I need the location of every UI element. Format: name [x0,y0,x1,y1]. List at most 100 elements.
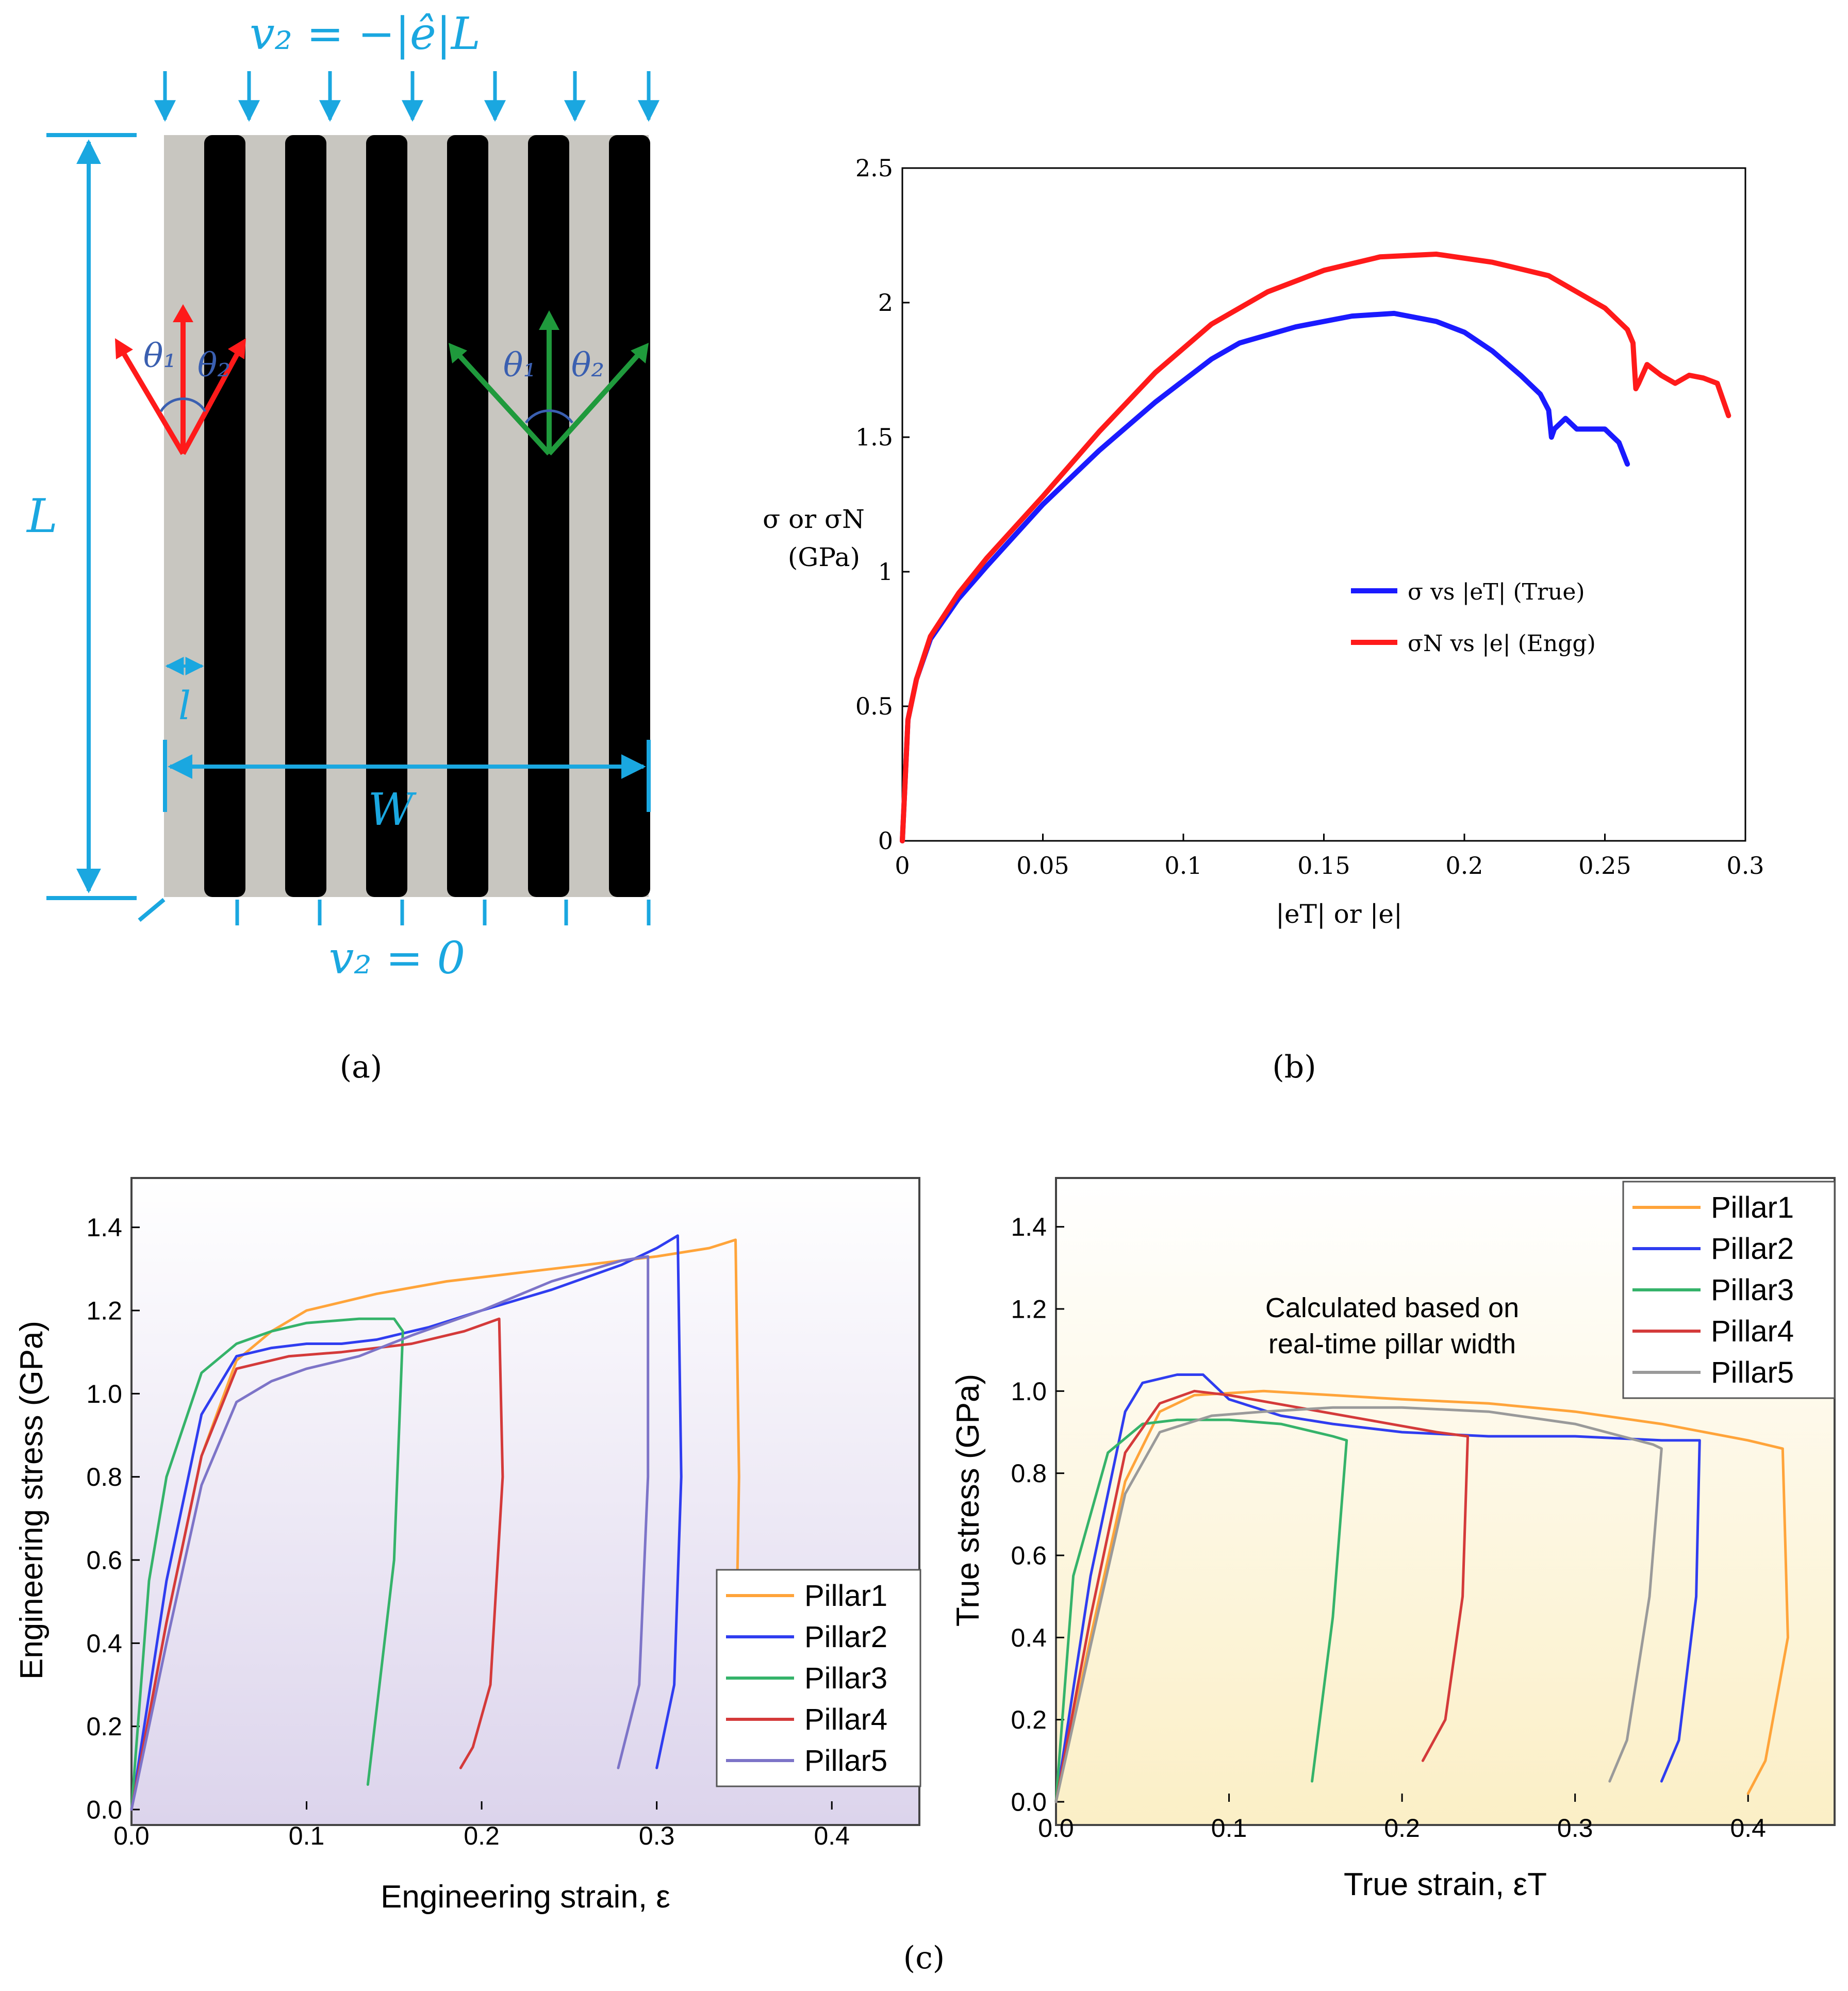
red-arrowhead-right [228,338,246,359]
legend-c-left: Pillar1 Pillar2 Pillar3 Pillar4 Pillar5 [716,1569,921,1787]
x-tick-label: 0.3 [1557,1814,1593,1843]
y-tick-label: 0.4 [1011,1623,1047,1652]
caption-c: (c) [903,1940,945,1976]
x-tick-label: 0.2 [1445,852,1483,880]
legend-label: Pillar1 [804,1579,887,1613]
y-tick-label: 2.5 [855,154,893,182]
green-arrowhead-right [631,343,649,363]
series-line-pillar1 [1054,1389,1789,1803]
legend-b-red-label: σN vs |e| (Engg) [1408,631,1596,657]
dark-stripe [447,135,488,897]
legend-label: Pillar3 [804,1662,887,1695]
red-arrowhead-left [115,338,133,359]
red-theta2-label: θ₂ [197,346,230,385]
y-tick-label: 0.8 [86,1463,122,1491]
dark-stripe [285,135,326,897]
y-tick-label: 2 [878,289,893,317]
dark-stripe [366,135,407,897]
top-boundary-condition: v₂ = −|ê|L [250,8,481,60]
dark-stripe [204,135,245,897]
legend-label: Pillar5 [804,1744,887,1778]
x-tick-label: 0.3 [639,1821,675,1850]
bottom-support-ticks [235,900,651,925]
legend-b-blue-label: σ vs |eT| (True) [1408,579,1585,605]
green-theta1-label: θ₁ [503,346,536,385]
xlabel-b: |eT| or |e| [1276,899,1402,929]
y-tick-label: 0.0 [1011,1788,1047,1817]
dark-stripe [528,135,569,897]
W-label: W [368,784,417,836]
y-tick-label: 0.8 [1011,1459,1047,1488]
annotation-c-right-line2: real-time pillar width [1268,1329,1516,1359]
axis-ticks-c-left: 0.0 0.1 0.2 0.3 0.4 0.0 0.2 0.4 0.6 0.8 1.0 1.2 1.4 [86,1213,849,1850]
series-line--vs-et-true- [900,310,1630,843]
red-theta1-label: θ₁ [143,337,176,375]
y-tick-label: 0 [878,827,893,855]
green-angle-arc [524,409,574,424]
series-line-pillar3 [1054,1418,1348,1803]
y-tick-label: 1.0 [86,1380,122,1408]
x-tick-label: 0.0 [1038,1814,1074,1843]
bottom-boundary-condition: v₂ = 0 [329,933,466,984]
series-line-pillar5 [130,1255,650,1811]
x-tick-label: 0.1 [1211,1814,1247,1843]
dark-stripes [204,135,650,897]
series-line-pillar1 [130,1238,740,1811]
y-tick-label: 1 [878,558,893,586]
series-line-pillar3 [130,1317,404,1811]
legend-c-right: Pillar1 Pillar2 Pillar3 Pillar4 Pillar5 [1622,1181,1836,1399]
x-tick-label: 0 [895,852,910,880]
x-tick-label: 0.2 [464,1821,500,1850]
x-tick-label: 0.0 [113,1821,150,1850]
ylabel-c-right: True stress (GPa) [950,1374,986,1627]
series-line-pillar5 [1054,1406,1663,1803]
series-line--n-vs-e-engg- [900,252,1731,843]
caption-b: (b) [1272,1049,1316,1085]
y-tick-label: 1.2 [86,1297,122,1325]
red-angle-arc [159,397,207,412]
red-right-arrow [180,345,244,455]
y-tick-label: 0.6 [1011,1541,1047,1570]
y-tick-label: 1.5 [855,423,893,451]
y-tick-label: 0.2 [1011,1705,1047,1734]
xlabel-c-right: True strain, εT [1344,1867,1547,1902]
annotation-c-right-line1: Calculated based on [1265,1292,1519,1323]
legend-label: Pillar3 [1711,1273,1794,1307]
ylabel-c-left: Engineering stress (GPa) [14,1321,50,1680]
green-slip-directions: θ₁ θ₂ [449,310,649,456]
y-tick-label: 0.0 [86,1796,122,1824]
caption-a: (a) [340,1049,383,1085]
panel-b-chart: 0 0.05 0.1 0.15 0.2 0.25 0.3 0 0.5 1 1.5 2 2.5 σ or … [763,154,1764,1085]
series-b [900,252,1731,843]
x-tick-label: 0.1 [1164,852,1202,880]
y-tick-label: 1.0 [1011,1377,1047,1406]
series-line-pillar2 [130,1234,683,1811]
xlabel-c-left: Engineering strain, ε [381,1879,670,1915]
l-label: l [178,683,191,728]
legend-label: Pillar4 [1711,1315,1794,1348]
dark-stripe [609,135,650,897]
x-tick-label: 0.25 [1578,852,1631,880]
panel-c-left-chart: 0.0 0.1 0.2 0.3 0.40.00.20.40.60.81.01.21.4 … [14,1177,921,1915]
x-tick-label: 0.4 [814,1821,850,1850]
panel-a-schematic: v₂ = −|ê|L L l W v₂ = 0 θ₁ θ₂ [26,8,659,1085]
y-tick-label: 0.4 [86,1629,122,1658]
y-tick-label: 0.5 [855,692,893,720]
series-line-pillar2 [1054,1373,1701,1803]
legend-label: Pillar2 [1711,1232,1794,1266]
legend-label: Pillar4 [804,1703,887,1736]
y-tick-label: 1.2 [1011,1295,1047,1324]
red-slip-directions: θ₁ θ₂ [115,304,246,455]
legend-b: σ vs |eT| (True) σN vs |e| (Engg) [1351,579,1596,657]
legend-label: Pillar1 [1711,1191,1794,1224]
top-load-arrows [154,71,659,122]
y-tick-label: 0.2 [86,1712,122,1741]
y-tick-label: 1.4 [86,1213,122,1242]
series-c-left [130,1234,740,1811]
y-tick-label: 0.6 [86,1546,122,1575]
red-left-arrow [117,345,186,455]
x-tick-label: 0.1 [289,1821,325,1850]
green-right-arrow [547,349,644,456]
bottom-corner-tick [138,898,166,922]
